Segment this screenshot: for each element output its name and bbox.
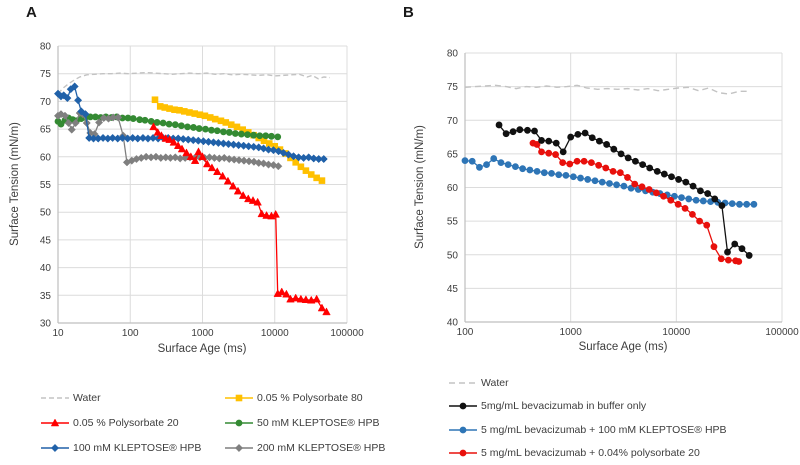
5mg-ml-bevacizumab-in-buffer-only-legend-marker	[449, 402, 477, 410]
legend-label: 200 mM KLEPTOSE® HPB	[257, 441, 386, 454]
legend-item-50-mm-kleptose-hpb: 50 mM KLEPTOSE® HPB	[224, 417, 385, 429]
series-line	[57, 71, 330, 95]
y-tick-label: 75	[447, 82, 459, 93]
y-tick-label: 55	[40, 180, 52, 191]
series-5-mg-ml-bevacizumab-0-04-polysorbate-20	[529, 139, 743, 265]
x-tick-label: 10	[52, 328, 64, 339]
y-tick-label: 60	[447, 183, 459, 194]
x-tick-label: 10000	[662, 327, 690, 338]
100-mm-kleptose-hpb-legend-marker	[41, 443, 69, 452]
y-tick-label: 45	[447, 284, 459, 295]
water-legend-marker	[41, 396, 69, 399]
legend-item-water: Water	[40, 392, 224, 404]
x-tick-label: 100	[122, 328, 139, 339]
panel-a-legend: Water 0.05 % Polysorbate 80 0.05 % Polysor…	[40, 385, 385, 460]
legend-label: 0.05 % Polysorbate 80	[257, 391, 363, 404]
x-tick-label: 100000	[330, 328, 364, 339]
y-tick-label: 60	[40, 152, 52, 163]
panel-b-y-axis-title: Surface Tension (mN/m)	[414, 125, 426, 249]
0-05-polysorbate-20-legend-marker	[41, 417, 69, 426]
200-mm-kleptose-hpb-legend-marker	[225, 443, 253, 452]
series-0-05-polysorbate-20	[149, 122, 331, 316]
legend-item-water: Water	[448, 377, 727, 389]
panel-a-y-axis-title: Surface Tension (mN/m)	[9, 122, 21, 246]
y-tick-label: 45	[40, 235, 52, 246]
panel-b-legend: Water 5mg/mL bevacizumab in buffer only 5 …	[448, 371, 727, 465]
y-tick-label: 40	[447, 318, 459, 329]
series-water	[57, 71, 330, 95]
y-tick-label: 75	[40, 69, 52, 80]
series-5mg-ml-bevacizumab-in-buffer-only	[495, 121, 753, 259]
x-tick-label: 100000	[765, 327, 799, 338]
x-tick-label: 100	[457, 327, 474, 338]
y-tick-label: 50	[40, 208, 52, 219]
series-water	[464, 84, 750, 95]
panel-b-x-axis-title: Surface Age (ms)	[578, 341, 668, 353]
y-tick-label: 70	[447, 116, 459, 127]
5-mg-ml-bevacizumab-100-mm-kleptose-hpb-legend-marker	[449, 426, 477, 434]
panel-b-plot: 40 45 50 55 60 65 70 75 80 100 1000 10000 100000	[447, 49, 799, 339]
y-tick-label: 65	[40, 125, 52, 136]
legend-label: 0.05 % Polysorbate 20	[73, 416, 179, 429]
series-line	[152, 126, 327, 313]
y-tick-label: 50	[447, 250, 459, 261]
x-tick-label: 1000	[560, 327, 583, 338]
panel-a-plot: 30 35 40 45 50 55 60 65 70 75 80 10 100 1000 10000 1000…	[40, 42, 364, 340]
y-tick-label: 70	[40, 97, 52, 108]
legend-item-5-mg-ml-bevacizumab-0-04-polysorbate-20: 5 mg/mL bevacizumab + 0.04% polysorbate …	[448, 447, 727, 459]
50-mm-kleptose-hpb-legend-marker	[225, 419, 253, 426]
legend-label: Water	[481, 376, 509, 389]
series-line	[464, 84, 750, 95]
legend-label: 50 mM KLEPTOSE® HPB	[257, 416, 380, 429]
panel-b-label: B	[403, 4, 414, 21]
5-mg-ml-bevacizumab-0-04-polysorbate-20-legend-marker	[449, 449, 477, 457]
legend-item-200-mm-kleptose-hpb: 200 mM KLEPTOSE® HPB	[224, 442, 385, 454]
legend-label: 100 mM KLEPTOSE® HPB	[73, 441, 202, 454]
legend-label: Water	[73, 391, 101, 404]
panel-a-x-axis-title: Surface Age (ms)	[157, 343, 247, 355]
legend-label: 5mg/mL bevacizumab in buffer only	[481, 400, 647, 413]
legend-label: 5 mg/mL bevacizumab + 0.04% polysorbate …	[481, 447, 700, 460]
legend-item-100-mm-kleptose-hpb: 100 mM KLEPTOSE® HPB	[40, 442, 224, 454]
series-50-mm-kleptose-hpb	[54, 113, 282, 141]
0-05-polysorbate-80-legend-marker	[225, 394, 253, 401]
y-tick-label: 55	[447, 217, 459, 228]
panel-a-label: A	[26, 4, 37, 21]
water-legend-marker	[449, 382, 477, 384]
legend-item-0-05-polysorbate-80: 0.05 % Polysorbate 80	[224, 392, 385, 404]
legend-label: 5 mg/mL bevacizumab + 100 mM KLEPTOSE® H…	[481, 423, 727, 436]
y-tick-label: 80	[40, 42, 52, 53]
legend-item-5mg-ml-bevacizumab-in-buffer-only: 5mg/mL bevacizumab in buffer only	[448, 400, 727, 412]
y-tick-label: 35	[40, 291, 52, 302]
legend-item-5-mg-ml-bevacizumab-100-mm-kleptose-hpb: 5 mg/mL bevacizumab + 100 mM KLEPTOSE® H…	[448, 424, 727, 436]
y-tick-label: 30	[40, 319, 52, 330]
y-tick-label: 80	[447, 49, 459, 60]
x-tick-label: 10000	[261, 328, 289, 339]
legend-item-0-05-polysorbate-20: 0.05 % Polysorbate 20	[40, 417, 224, 429]
x-tick-label: 1000	[191, 328, 214, 339]
series-100-mm-kleptose-hpb	[53, 82, 328, 164]
y-tick-label: 40	[40, 263, 52, 274]
y-tick-label: 65	[447, 149, 459, 160]
